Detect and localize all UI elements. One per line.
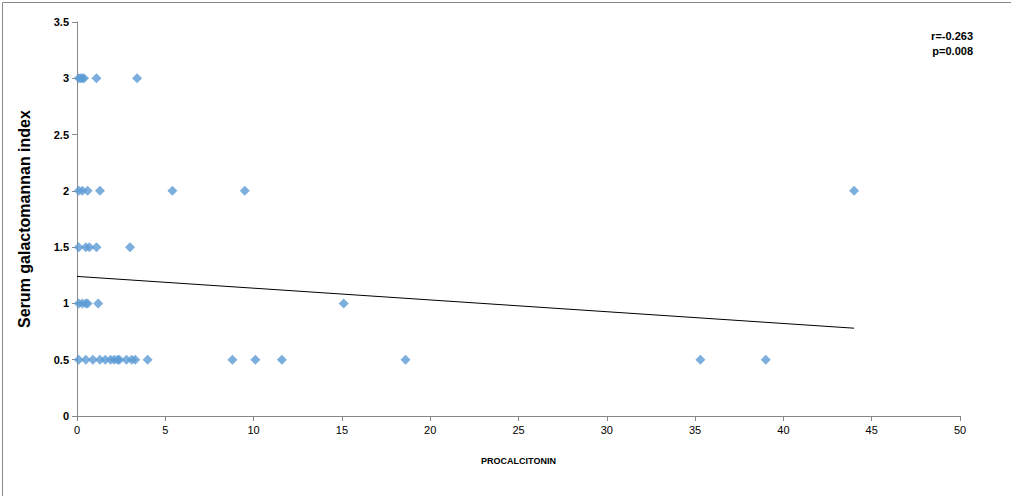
svg-text:3.5: 3.5 <box>54 16 69 28</box>
svg-text:45: 45 <box>866 424 878 436</box>
svg-text:0: 0 <box>74 424 80 436</box>
svg-text:25: 25 <box>512 424 524 436</box>
svg-text:1: 1 <box>63 297 69 309</box>
svg-text:15: 15 <box>336 424 348 436</box>
svg-text:5: 5 <box>162 424 168 436</box>
svg-text:10: 10 <box>247 424 259 436</box>
svg-text:3: 3 <box>63 72 69 84</box>
svg-text:2: 2 <box>63 185 69 197</box>
svg-text:2.5: 2.5 <box>54 129 69 141</box>
svg-text:PROCALCITONIN: PROCALCITONIN <box>481 456 556 466</box>
svg-text:1.5: 1.5 <box>54 241 69 253</box>
svg-text:Serum galactomannan index: Serum galactomannan index <box>16 110 33 328</box>
svg-text:50: 50 <box>954 424 966 436</box>
svg-text:0.5: 0.5 <box>54 354 69 366</box>
svg-text:40: 40 <box>777 424 789 436</box>
svg-text:20: 20 <box>424 424 436 436</box>
svg-text:30: 30 <box>601 424 613 436</box>
svg-text:0: 0 <box>63 410 69 422</box>
svg-text:35: 35 <box>689 424 701 436</box>
svg-text:p=0.008: p=0.008 <box>932 45 973 57</box>
svg-text:r=-0.263: r=-0.263 <box>931 30 973 42</box>
